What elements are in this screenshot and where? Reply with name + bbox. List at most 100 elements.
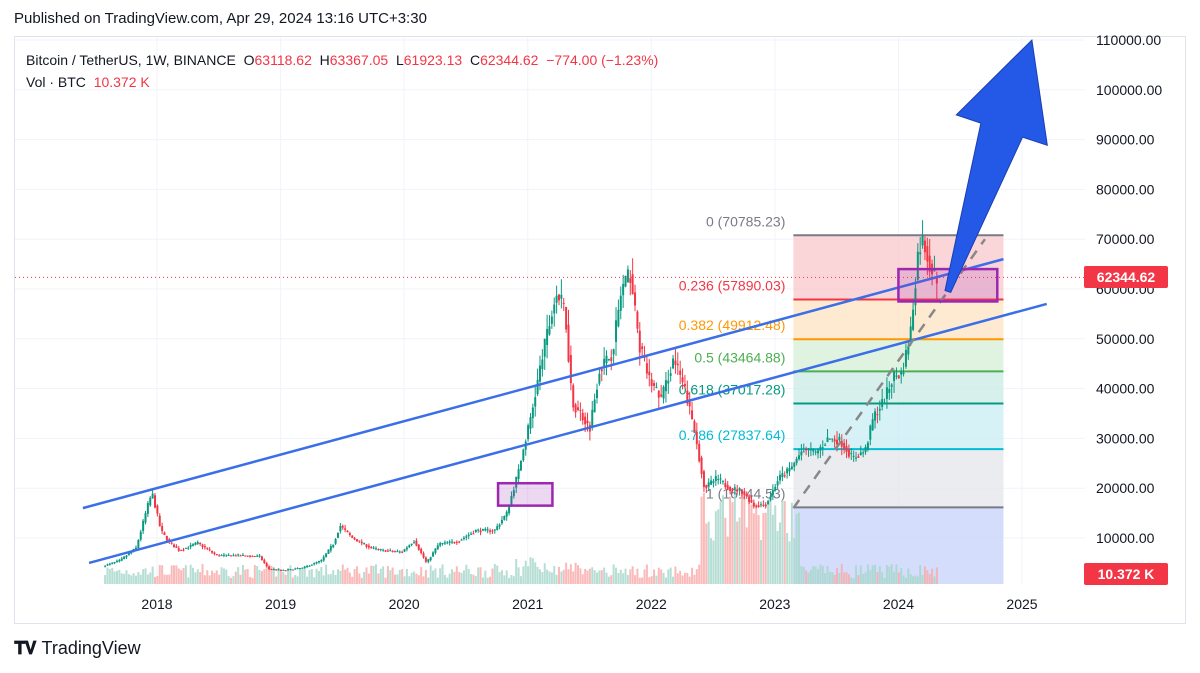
volume-bar bbox=[282, 571, 285, 584]
time-axis[interactable]: 2018 2019 2020 2021 2022 2023 2024 2025 bbox=[141, 596, 1037, 612]
candle-body bbox=[156, 505, 159, 514]
volume-bar bbox=[541, 572, 544, 584]
volume-bar bbox=[907, 568, 910, 584]
volume-bar bbox=[344, 569, 347, 584]
candle-body bbox=[479, 530, 482, 533]
volume-bar bbox=[914, 575, 917, 584]
volume-bar bbox=[702, 492, 705, 584]
volume-bar bbox=[596, 572, 599, 584]
candle-body bbox=[605, 355, 608, 364]
candle-body bbox=[672, 358, 675, 369]
volume-bar bbox=[862, 573, 865, 584]
candle-body bbox=[467, 534, 470, 537]
high-label: H bbox=[319, 52, 330, 68]
price-axis-label: 100000.00 bbox=[1096, 82, 1162, 98]
candle-body bbox=[650, 379, 653, 386]
volume-bar bbox=[836, 568, 839, 584]
volume-bar bbox=[581, 574, 584, 584]
volume-bar bbox=[104, 575, 107, 584]
volume-bar bbox=[762, 512, 765, 584]
volume-bar bbox=[196, 569, 199, 584]
symbol-description[interactable]: Bitcoin / TetherUS, 1W, BINANCE bbox=[26, 52, 236, 68]
candle-body bbox=[660, 394, 663, 397]
candle-body bbox=[151, 493, 154, 499]
volume-bar bbox=[881, 572, 884, 584]
candle-body bbox=[555, 295, 558, 303]
volume-bar bbox=[470, 573, 473, 584]
drawings[interactable] bbox=[15, 38, 1085, 565]
volume-bar bbox=[149, 572, 152, 584]
candle-body bbox=[206, 547, 209, 549]
volume-bar bbox=[165, 574, 168, 584]
volume-bar bbox=[486, 577, 489, 584]
candle-body bbox=[284, 570, 287, 572]
candle-body bbox=[619, 295, 622, 311]
candle-body bbox=[192, 544, 195, 546]
candle-body bbox=[127, 553, 130, 556]
volume-bar bbox=[251, 577, 254, 584]
candle-body bbox=[263, 559, 266, 564]
volume-bar bbox=[329, 574, 332, 584]
volume-bar bbox=[909, 574, 912, 584]
candle-body bbox=[325, 553, 328, 558]
candle-body bbox=[691, 410, 694, 420]
price-axis[interactable]: 10000.00 20000.00 30000.00 40000.00 50000.00… bbox=[1096, 32, 1162, 546]
candle-body bbox=[862, 452, 865, 454]
chart-panel[interactable] bbox=[14, 36, 1186, 624]
volume-bar bbox=[465, 564, 468, 584]
volume-bar bbox=[239, 574, 242, 584]
candle-body bbox=[802, 451, 805, 453]
fib-level-label: 0.5 (43464.88) bbox=[694, 349, 785, 365]
volume-bar bbox=[496, 565, 499, 584]
candle-body bbox=[641, 346, 644, 350]
candle-body bbox=[866, 442, 869, 450]
volume-bar bbox=[683, 572, 686, 584]
candle-body bbox=[745, 494, 748, 496]
candle-body bbox=[256, 555, 259, 557]
volume-bar bbox=[500, 570, 503, 584]
volume-bar bbox=[294, 575, 297, 584]
volume-bar bbox=[771, 514, 774, 584]
tradingview-logo-icon[interactable]: 𝐓𝐕 bbox=[14, 638, 37, 658]
candle-body bbox=[909, 326, 912, 343]
volume-bar bbox=[322, 575, 325, 584]
volume-bar bbox=[672, 576, 675, 584]
volume-bar bbox=[524, 560, 527, 584]
volume-bar bbox=[332, 570, 335, 584]
volume-bar bbox=[443, 574, 446, 584]
candle-body bbox=[857, 456, 860, 458]
candle-body bbox=[446, 542, 449, 544]
volume-bar bbox=[888, 566, 891, 584]
candle-body bbox=[436, 545, 439, 550]
high-value: 63367.05 bbox=[329, 52, 389, 68]
volume-bar bbox=[636, 568, 639, 584]
candle-body bbox=[809, 448, 812, 451]
volume-bar bbox=[759, 539, 762, 584]
volume-bar bbox=[384, 577, 387, 584]
volume-bar bbox=[111, 568, 114, 584]
volume-bar bbox=[705, 523, 708, 584]
candle-body bbox=[733, 487, 736, 489]
volume-bar bbox=[434, 568, 437, 584]
volume-bar bbox=[211, 570, 214, 584]
candle-body bbox=[778, 474, 781, 481]
published-caption: Published on TradingView.com, Apr 29, 20… bbox=[14, 10, 427, 27]
candle-body bbox=[332, 544, 335, 548]
candle-body bbox=[344, 528, 347, 530]
grid bbox=[15, 37, 1085, 584]
projection-arrow bbox=[944, 38, 1048, 294]
volume-bar bbox=[256, 566, 259, 584]
footer-brand[interactable]: TradingView bbox=[41, 638, 141, 658]
price-axis-label: 110000.00 bbox=[1096, 32, 1161, 48]
volume-bar bbox=[467, 568, 470, 584]
volume-bar bbox=[657, 567, 660, 584]
candle-body bbox=[232, 555, 235, 557]
volume-bar bbox=[638, 577, 641, 584]
volume-label[interactable]: Vol · BTC bbox=[26, 74, 86, 90]
volume-bar bbox=[662, 572, 665, 584]
volume-bar bbox=[422, 576, 425, 584]
candle-body bbox=[320, 559, 323, 562]
candle-body bbox=[721, 480, 724, 482]
time-axis-label: 2023 bbox=[759, 596, 790, 612]
